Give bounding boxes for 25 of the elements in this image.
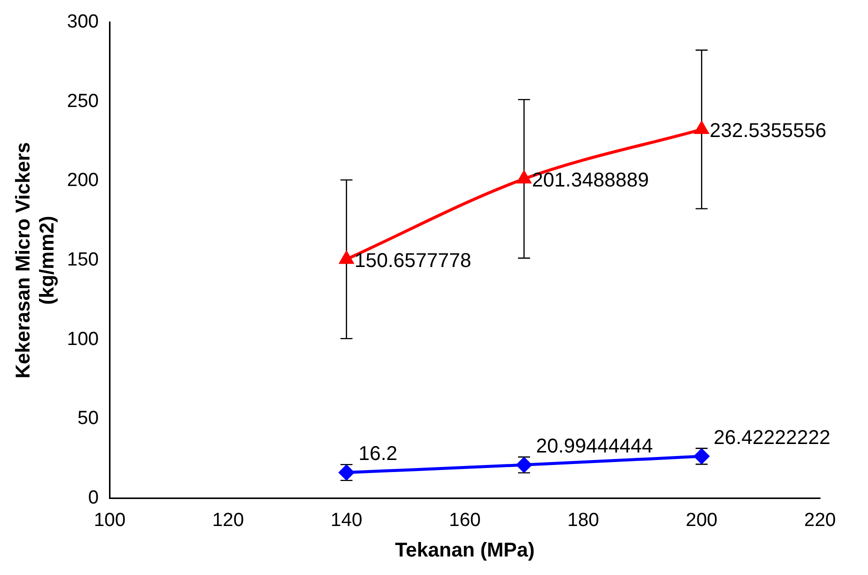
y-tick-label: 300 — [67, 12, 99, 33]
point — [517, 171, 531, 184]
data-label: 150.6577778 — [354, 250, 472, 272]
x-tick-label: 120 — [212, 510, 244, 531]
x-tick-label: 180 — [567, 510, 600, 531]
x-tick-label: 200 — [686, 510, 718, 531]
data-label: 26.42222222 — [714, 426, 830, 449]
point — [340, 252, 354, 264]
y-tick-label: 50 — [78, 408, 99, 430]
data-label: 232.5355556 — [710, 120, 826, 142]
y-tick-label: 0 — [88, 487, 99, 508]
y-axis-title: Kekerasan Micro Vickers (kg/mm2) — [12, 142, 59, 379]
y-tick-label: 150 — [67, 250, 99, 271]
x-tick-label: 100 — [94, 510, 126, 531]
point — [694, 122, 708, 134]
x-axis-title: Tekanan (MPa) — [395, 540, 535, 562]
x-tick-label: 160 — [449, 510, 481, 531]
x-tick-label: 220 — [804, 510, 836, 531]
data-label: 201.3488889 — [532, 169, 649, 192]
x-tick-label: 140 — [330, 510, 362, 531]
y-tick-label: 100 — [67, 328, 99, 350]
data-label: 16.2 — [358, 443, 398, 466]
data-label: 20.99444444 — [536, 435, 653, 458]
y-tick-label: 200 — [67, 170, 99, 192]
y-tick-label: 250 — [67, 90, 99, 112]
